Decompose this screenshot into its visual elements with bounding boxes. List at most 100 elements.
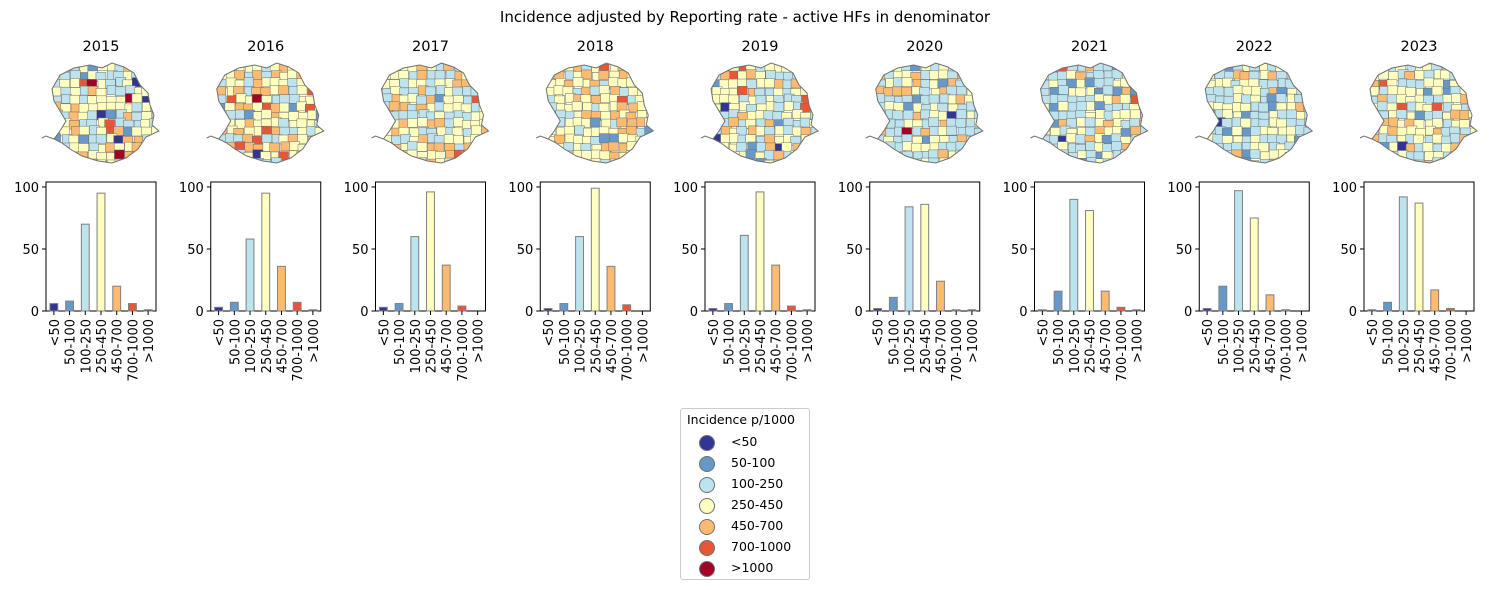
bar-chart: 0 50 100 <50 50-100 100-250 250-450 450-700 700-…	[673, 181, 816, 382]
bar-250-450	[590, 187, 600, 312]
map-district	[1122, 159, 1133, 163]
map-district	[1396, 93, 1407, 104]
bar-450-700	[441, 264, 451, 312]
map-district	[1413, 134, 1424, 145]
map-district	[973, 141, 983, 152]
map-district	[244, 158, 255, 163]
map-district	[1387, 85, 1399, 96]
map-district	[590, 158, 602, 163]
map-district	[142, 71, 154, 81]
map-district	[1057, 101, 1069, 111]
map-district	[955, 149, 966, 160]
y-tick-label: 50	[187, 243, 204, 258]
map-district	[224, 151, 236, 162]
bar-250-450	[96, 192, 106, 312]
x-tick-label: <50	[1366, 319, 1381, 346]
map-district	[307, 70, 319, 80]
map-district	[306, 141, 318, 151]
map-district	[315, 71, 324, 81]
bar->1000	[967, 309, 977, 312]
map-district	[634, 63, 646, 73]
x-tick-label: <50	[213, 319, 228, 346]
map-district	[150, 63, 159, 72]
map-district	[307, 63, 319, 72]
map-district	[235, 109, 246, 120]
map-district	[315, 94, 324, 105]
map-coast	[206, 135, 219, 140]
map-district	[472, 69, 483, 79]
map-district	[885, 128, 897, 138]
map-district	[1221, 150, 1233, 160]
y-tick-label: 0	[360, 305, 368, 320]
map-district	[736, 142, 747, 152]
map-district	[224, 159, 236, 163]
map-district	[1138, 142, 1148, 153]
x-tick-label: >1000	[636, 319, 651, 363]
map-district	[547, 159, 558, 163]
map-district	[903, 101, 915, 112]
map-district	[1095, 158, 1107, 163]
choropleth-map	[536, 62, 655, 164]
map-district	[1303, 144, 1313, 154]
choropleth-map	[1030, 62, 1149, 164]
legend-label: 700-1000	[731, 539, 792, 554]
map-district	[1119, 94, 1131, 104]
x-tick-label: >1000	[1131, 319, 1146, 363]
map-district	[434, 70, 446, 80]
map-district	[608, 77, 619, 87]
map-district	[314, 86, 324, 97]
x-tick-label: 250-450	[589, 319, 604, 373]
map-district	[636, 79, 647, 90]
x-tick-label: 700-1000	[1115, 319, 1130, 382]
map-district	[553, 85, 565, 96]
map-district	[1442, 151, 1454, 162]
map-district	[114, 149, 125, 160]
map-district	[216, 94, 226, 105]
map-district	[1378, 157, 1390, 163]
map-district	[1397, 157, 1408, 163]
map-district	[151, 126, 159, 136]
map-coast	[1195, 135, 1208, 140]
map-district	[928, 149, 939, 160]
map-district	[1460, 63, 1472, 72]
bar-chart: 0 50 100 <50 50-100 100-250 250-450 450-700 700-…	[1332, 181, 1475, 382]
map-district	[60, 158, 72, 163]
panel-title: 2023	[1401, 39, 1438, 55]
y-tick-label: 50	[1011, 243, 1028, 258]
map-district	[876, 158, 888, 163]
map-district	[471, 125, 482, 136]
x-tick-label: 100-250	[409, 319, 424, 373]
map-district	[719, 159, 731, 163]
panel-title: 2017	[412, 39, 449, 55]
map-district	[1276, 157, 1287, 163]
map-district	[60, 149, 72, 160]
map-district	[1461, 159, 1472, 163]
x-tick-label: 450-700	[275, 319, 290, 373]
x-tick-label: 100-250	[574, 319, 589, 373]
bar-chart: 0 50 100 <50 50-100 100-250 250-450 450-700 700-…	[14, 181, 157, 382]
map-district	[646, 134, 654, 145]
map-district	[78, 125, 90, 136]
map-district	[974, 87, 983, 98]
x-tick-label: <50	[542, 319, 557, 346]
bar-chart: 0 50 100 <50 50-100 100-250 250-450 450-700 700-…	[508, 181, 651, 382]
map-district	[388, 63, 400, 72]
map-district	[965, 142, 977, 152]
map-district	[719, 94, 730, 104]
map-district	[1302, 79, 1313, 89]
bar-50-100	[229, 301, 239, 312]
map-district	[453, 135, 464, 145]
x-tick-label: 700-1000	[456, 319, 471, 382]
map-district	[1258, 102, 1269, 113]
map-district	[307, 136, 319, 146]
map-district	[1131, 63, 1142, 71]
map-district	[774, 125, 786, 136]
map-district	[1249, 149, 1261, 159]
x-tick-label: 450-700	[1099, 319, 1114, 373]
map-district	[1370, 151, 1382, 162]
map-district	[598, 85, 610, 95]
x-tick-label: >1000	[801, 319, 816, 363]
map-district	[1058, 85, 1069, 95]
map-district	[1120, 63, 1131, 73]
